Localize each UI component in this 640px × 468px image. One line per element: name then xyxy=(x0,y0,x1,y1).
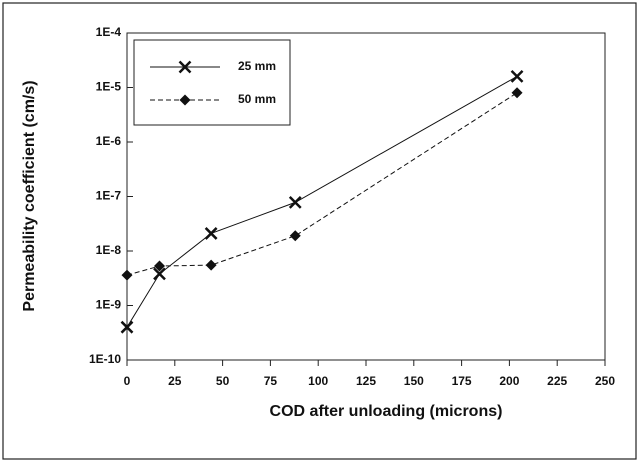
x-tick-label: 100 xyxy=(308,374,328,388)
x-tick-label: 250 xyxy=(595,374,615,388)
frame xyxy=(2,2,637,460)
data-point xyxy=(120,320,134,334)
x-tick-label: 225 xyxy=(547,374,567,388)
y-axis-label: Permeability coefficient (cm/s) xyxy=(21,80,38,311)
data-point xyxy=(510,69,524,83)
data-point xyxy=(289,230,301,242)
y-tick-label: 1E-5 xyxy=(96,80,122,94)
x-tick-label: 200 xyxy=(499,374,519,388)
data-point xyxy=(288,195,302,209)
y-tick-label: 1E-4 xyxy=(96,25,122,39)
data-point xyxy=(154,260,166,272)
x-tick-label: 0 xyxy=(124,374,131,388)
x-tick-label: 175 xyxy=(452,374,472,388)
x-axis-label: COD after unloading (microns) xyxy=(270,403,503,420)
data-point xyxy=(153,267,166,281)
y-tick-label: 1E-8 xyxy=(96,243,122,257)
data-point xyxy=(511,87,523,99)
y-tick-label: 1E-6 xyxy=(96,134,122,148)
x-tick-label: 125 xyxy=(356,374,376,388)
legend-marker xyxy=(179,94,191,106)
data-point xyxy=(204,227,218,240)
x-tick-label: 50 xyxy=(216,374,230,388)
legend-box xyxy=(133,39,291,126)
y-tick-label: 1E-10 xyxy=(89,352,121,366)
legend-marker xyxy=(178,60,192,74)
x-tick-label: 25 xyxy=(168,374,182,388)
legend-label: 50 mm xyxy=(238,92,276,106)
data-point xyxy=(205,259,217,271)
data-point xyxy=(121,269,133,281)
y-tick-label: 1E-9 xyxy=(96,298,122,312)
x-tick-label: 150 xyxy=(404,374,424,388)
legend-label: 25 mm xyxy=(238,59,276,73)
y-tick-label: 1E-7 xyxy=(96,189,122,203)
x-tick-label: 75 xyxy=(264,374,278,388)
